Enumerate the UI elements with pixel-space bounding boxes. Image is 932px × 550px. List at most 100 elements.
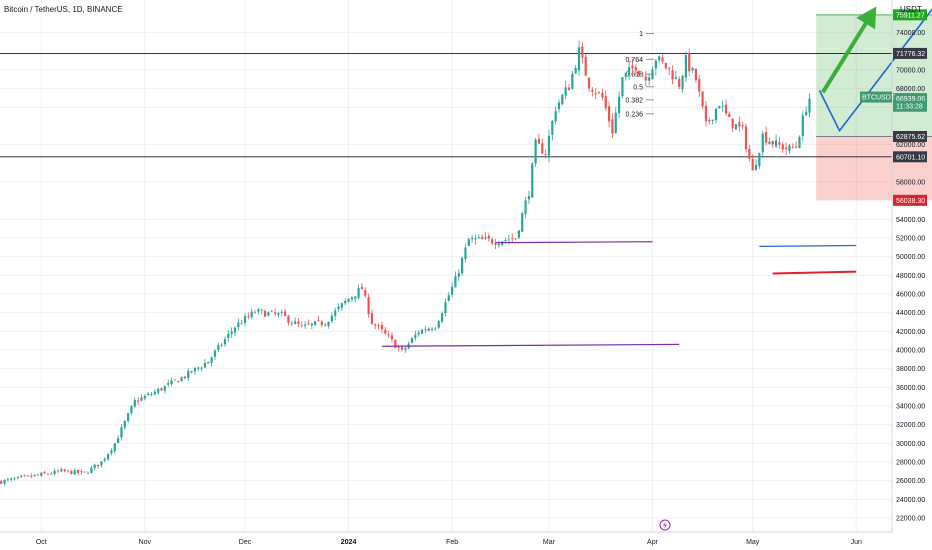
currency-label[interactable]: USDT [900, 5, 922, 14]
horizontal-lines[interactable] [0, 53, 892, 158]
trend-line[interactable] [759, 244, 857, 247]
projection-path[interactable] [818, 4, 932, 133]
time-tick-label: Mar [543, 539, 556, 546]
candle [370, 309, 374, 326]
time-axis[interactable]: OctNovDec2024FebMarAprMayJunJulAug [36, 539, 932, 546]
fib-retracement[interactable]: 1 0.764 0.618 0.5 0.382 0.236 [625, 31, 654, 118]
candle [664, 62, 667, 70]
candle [237, 318, 240, 331]
candle-body [805, 112, 808, 116]
candle [774, 134, 778, 149]
candle-body [751, 159, 754, 171]
candle-body [420, 329, 424, 334]
candle-body [340, 303, 343, 308]
candle [420, 328, 424, 335]
candle [410, 336, 414, 344]
events-icon[interactable] [659, 519, 671, 531]
candle-body [16, 476, 19, 478]
up-arrow[interactable] [821, 6, 877, 94]
candle-body [410, 338, 414, 343]
candle [190, 370, 193, 374]
candle [634, 64, 637, 76]
candle-body [237, 322, 240, 327]
candle-body [631, 65, 634, 69]
candle [167, 379, 170, 388]
projection-line[interactable] [818, 4, 932, 133]
trend-line[interactable] [381, 343, 680, 347]
candle [227, 330, 230, 343]
fib-level-label: 0.236 [625, 111, 643, 118]
candle [541, 138, 544, 155]
candle-body [6, 479, 9, 481]
candle [430, 327, 434, 332]
candle-body [648, 77, 651, 81]
candle-body [400, 347, 404, 350]
candle-body [157, 388, 160, 393]
candle-body [674, 77, 677, 80]
candle [564, 80, 567, 100]
candle-body [574, 67, 577, 74]
candle-body [30, 475, 33, 477]
candle [741, 121, 744, 130]
candle-body [611, 119, 614, 134]
candle-body [93, 464, 96, 469]
price-label: 62875.62 [893, 130, 927, 142]
candle-body [534, 139, 537, 164]
candle-body [591, 89, 594, 92]
time-tick-label: 2024 [341, 539, 357, 546]
candle-body [203, 362, 207, 368]
candle-body [223, 339, 227, 345]
candle [257, 307, 260, 315]
candle [494, 239, 497, 250]
candle-body [664, 62, 667, 69]
candle [103, 457, 106, 463]
candle [20, 474, 23, 479]
chart-title: Bitcoin / TetherUS, 1D, BINANCE [4, 5, 123, 14]
candle-body [10, 478, 13, 480]
candle [73, 468, 76, 475]
candle-body [514, 238, 517, 240]
candle-body [63, 469, 66, 472]
time-tick-label: Feb [446, 539, 458, 546]
candle-body [461, 258, 464, 274]
candle [521, 211, 524, 233]
candle-body [200, 367, 203, 369]
candle-body [504, 239, 507, 241]
price-tick-label: 54000.00 [896, 217, 925, 224]
candle-body [577, 47, 581, 71]
candle-body [190, 371, 193, 373]
candle-body [377, 324, 380, 326]
candle-body [801, 115, 804, 136]
candle [23, 474, 26, 477]
candle [90, 465, 93, 474]
candle-body [86, 472, 90, 474]
trend-lines[interactable] [381, 241, 857, 347]
candle [718, 105, 721, 109]
candle [607, 101, 611, 128]
trend-line[interactable] [495, 241, 653, 244]
candle [374, 323, 377, 330]
trend-line[interactable] [772, 270, 857, 275]
candle-body [60, 469, 63, 472]
loss-zone[interactable] [816, 136, 932, 201]
candle [474, 234, 477, 245]
candle-body [360, 286, 364, 290]
candle [514, 238, 517, 241]
candle-body [103, 458, 106, 461]
price-label-text: 71776.32 [896, 51, 925, 58]
candle [253, 309, 257, 314]
candle [711, 119, 714, 125]
time-tick-label: Dec [239, 539, 252, 546]
arrow-drawing[interactable] [821, 6, 877, 94]
candle [384, 326, 387, 335]
candle [0, 480, 3, 485]
candle [734, 124, 738, 130]
candle-body [20, 476, 23, 478]
candle-body [297, 321, 300, 325]
candle [46, 472, 50, 476]
candle-body [584, 56, 587, 76]
candle [744, 123, 748, 153]
candlestick-series [0, 40, 811, 486]
candle-body [701, 91, 704, 107]
